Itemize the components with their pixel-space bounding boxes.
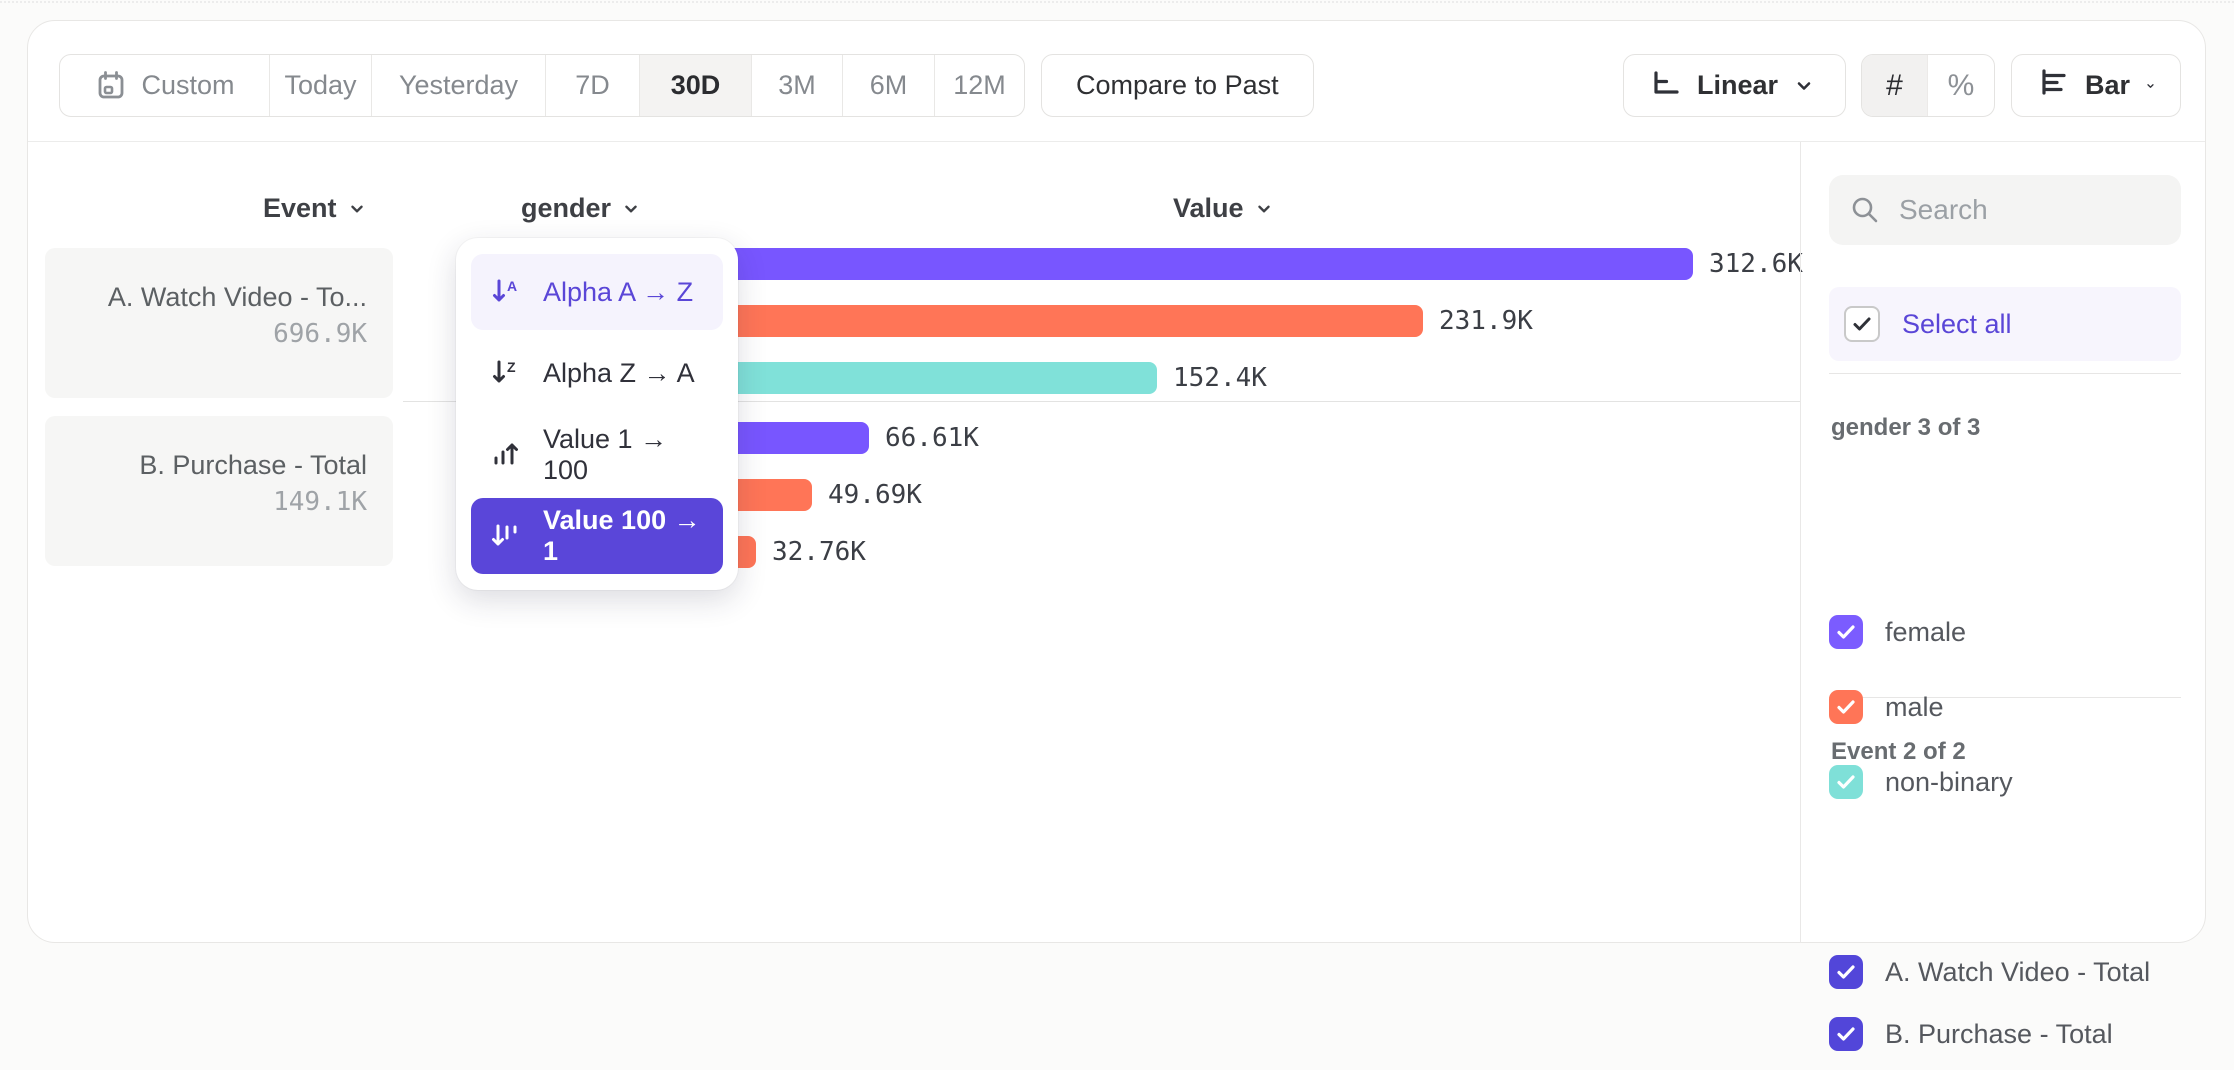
- select-all-row[interactable]: Select all: [1829, 287, 2181, 361]
- calendar-icon: [94, 69, 128, 103]
- bar-male-a[interactable]: [646, 305, 1423, 337]
- chevron-down-icon: [1257, 205, 1270, 212]
- bar-value-label: 32.76K: [772, 537, 866, 567]
- bar-value-label: 49.69K: [828, 480, 922, 510]
- date-range-6m[interactable]: 6M: [843, 55, 935, 116]
- date-range-label: 30D: [670, 70, 721, 100]
- checkbox-b-purchase-total[interactable]: [1829, 1017, 1863, 1051]
- date-range-3m[interactable]: 3M: [752, 55, 843, 116]
- date-range-segmented-control: Custom Today Yesterday 7D 30D 3M 6M 12M: [59, 54, 1025, 117]
- search-field[interactable]: [1829, 175, 2181, 245]
- chart-type-dropdown[interactable]: Bar: [2011, 54, 2181, 117]
- sidebar-divider: [1829, 697, 2181, 698]
- checkbox-non-binary[interactable]: [1829, 765, 1863, 799]
- sort-option-label: Value 1 → 100: [543, 423, 668, 485]
- sort-option-label: Value 100 → 1: [543, 504, 701, 566]
- date-range-30d[interactable]: 30D: [640, 55, 752, 116]
- column-header-breakdown[interactable]: gender: [521, 193, 641, 224]
- event-card-name: B. Purchase - Total: [139, 450, 367, 480]
- date-range-yesterday[interactable]: Yesterday: [372, 55, 546, 116]
- sort-option-label: Alpha A → Z: [543, 276, 694, 307]
- event-card-total: 149.1K: [273, 487, 367, 517]
- sort-option-value-1-100[interactable]: Value 1 → 100: [471, 417, 723, 493]
- event-card-a[interactable]: A. Watch Video - To... 696.9K: [45, 248, 393, 398]
- sidebar-item-b-purchase-total[interactable]: B. Purchase - Total: [1829, 998, 2181, 1070]
- scale-selector-dropdown[interactable]: Linear: [1623, 54, 1846, 117]
- toolbar-divider: [28, 141, 2205, 142]
- search-icon: [1852, 197, 1878, 223]
- date-range-7d[interactable]: 7D: [546, 55, 640, 116]
- alpha-asc-icon: A: [489, 275, 523, 309]
- svg-text:A: A: [507, 278, 517, 294]
- chevron-down-icon: [1797, 81, 1811, 90]
- select-all-checkbox[interactable]: [1844, 306, 1880, 342]
- section-title-gender-3-of-3: gender 3 of 3: [1831, 414, 1981, 441]
- chevron-down-icon: [625, 205, 637, 212]
- bar-female-a[interactable]: [646, 248, 1693, 280]
- sidebar-item-label: A. Watch Video - Total: [1885, 956, 2151, 987]
- format-absolute-toggle[interactable]: #: [1862, 55, 1928, 116]
- report-panel: Custom Today Yesterday 7D 30D 3M 6M 12M Compare…: [27, 20, 2206, 1051]
- checkbox-male[interactable]: [1829, 690, 1863, 724]
- checkbox-female[interactable]: [1829, 615, 1863, 649]
- event-card-name: A. Watch Video - To...: [107, 282, 367, 312]
- bar-chart-icon: [2036, 65, 2070, 106]
- bar-value-label: 152.4K: [1173, 363, 1267, 393]
- group-divider: [403, 401, 1800, 402]
- event-card-b[interactable]: B. Purchase - Total 149.1K: [45, 416, 393, 566]
- compare-to-past-button[interactable]: Compare to Past: [1041, 54, 1314, 117]
- chart-type-label: Bar: [2085, 70, 2131, 100]
- sidebar-item-label: female: [1885, 616, 1967, 647]
- date-range-label: Custom: [141, 70, 235, 100]
- checkbox-a-watch-video-total[interactable]: [1829, 955, 1863, 989]
- sidebar-divider: [1829, 373, 2181, 374]
- chevron-down-icon: [2147, 83, 2154, 88]
- svg-text:Z: Z: [507, 359, 516, 375]
- date-range-label: 12M: [953, 70, 1006, 100]
- bar-value-label: 231.9K: [1439, 306, 1533, 336]
- date-range-label: 3M: [778, 70, 816, 100]
- date-range-today[interactable]: Today: [270, 55, 372, 116]
- date-range-label: Yesterday: [398, 70, 519, 100]
- sidebar-item-male[interactable]: male: [1829, 671, 2181, 743]
- sidebar-item-label: B. Purchase - Total: [1885, 1018, 2113, 1049]
- event-card-total: 696.9K: [273, 319, 367, 349]
- date-range-label: 7D: [575, 70, 610, 100]
- value-asc-icon: [489, 438, 523, 472]
- bar-value-label: 66.61K: [885, 423, 979, 453]
- search-input[interactable]: [1899, 194, 2159, 226]
- sort-option-value-100-1[interactable]: Value 100 → 1: [471, 497, 723, 574]
- sidebar-item-label: male: [1885, 691, 1944, 722]
- date-range-label: 6M: [869, 70, 908, 100]
- alpha-desc-icon: Z: [489, 356, 523, 390]
- sort-option-label: Alpha Z → A: [543, 357, 695, 388]
- value-desc-icon: [489, 519, 523, 553]
- sort-menu: A Alpha A → Z Z Alpha Z → A Value 1 → 100 Val…: [456, 238, 738, 590]
- column-header-event[interactable]: Event: [263, 193, 367, 224]
- date-range-12m[interactable]: 12M: [935, 55, 1024, 116]
- sidebar-item-label: non-binary: [1885, 766, 2013, 797]
- sidebar-item-non-binary[interactable]: non-binary: [1829, 746, 2181, 818]
- date-range-custom[interactable]: Custom: [60, 55, 270, 116]
- sort-option-alpha-z-a[interactable]: Z Alpha Z → A: [471, 335, 723, 411]
- scale-selector-label: Linear: [1697, 70, 1779, 100]
- number-format-toggle: #%: [1861, 54, 1995, 117]
- sidebar-item-female[interactable]: female: [1829, 596, 2181, 668]
- format-percent-toggle[interactable]: %: [1947, 68, 1975, 102]
- bar-value-label: 312.6K: [1709, 249, 1803, 279]
- select-all-label: Select all: [1902, 308, 2012, 339]
- legend-sidebar: Select all gender 3 of 3 female male non-bi…: [1800, 142, 2206, 1051]
- date-range-label: Today: [284, 70, 357, 100]
- sort-option-alpha-a-z[interactable]: A Alpha A → Z: [471, 254, 723, 330]
- section-title-event-2-of-2: Event 2 of 2: [1831, 738, 1966, 765]
- column-header-value[interactable]: Value: [1173, 193, 1274, 224]
- chevron-down-icon: [350, 205, 363, 212]
- linear-axis-icon: [1648, 65, 1682, 106]
